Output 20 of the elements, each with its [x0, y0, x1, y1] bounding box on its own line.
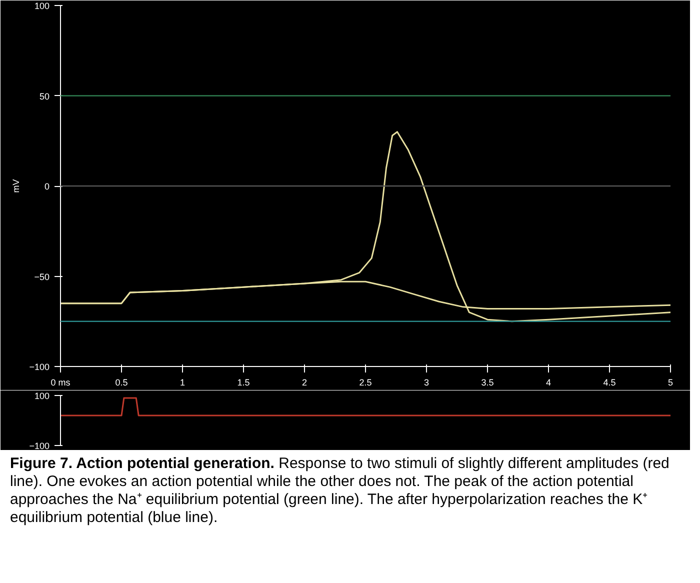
- x-tick-label: 5: [668, 378, 674, 388]
- y-tick-label: 100: [34, 391, 50, 401]
- x-tick-label: 4: [546, 378, 552, 388]
- y-tick-label: 0: [44, 182, 50, 192]
- y-tick-label: 100: [34, 1, 50, 11]
- y-tick-label: −100: [29, 441, 50, 451]
- x-tick-label: 2.5: [359, 378, 372, 388]
- text: Figure 7. Action potential generation.: [10, 455, 274, 472]
- x-tick-label: 3.5: [481, 378, 494, 388]
- x-tick-label: 0.5: [115, 378, 128, 388]
- y-axis-title: mV: [11, 179, 22, 193]
- x-tick-label: 1.5: [237, 378, 250, 388]
- x-tick-label: 0 ms: [50, 378, 71, 388]
- x-tick-label: 1: [180, 378, 186, 388]
- y-tick-label: 50: [39, 91, 50, 102]
- y-tick-label: −100: [29, 362, 50, 372]
- x-tick-label: 3: [424, 378, 430, 388]
- y-tick-label: −50: [34, 272, 50, 282]
- x-tick-label: 4.5: [603, 378, 616, 388]
- x-tick-label: 2: [302, 378, 308, 388]
